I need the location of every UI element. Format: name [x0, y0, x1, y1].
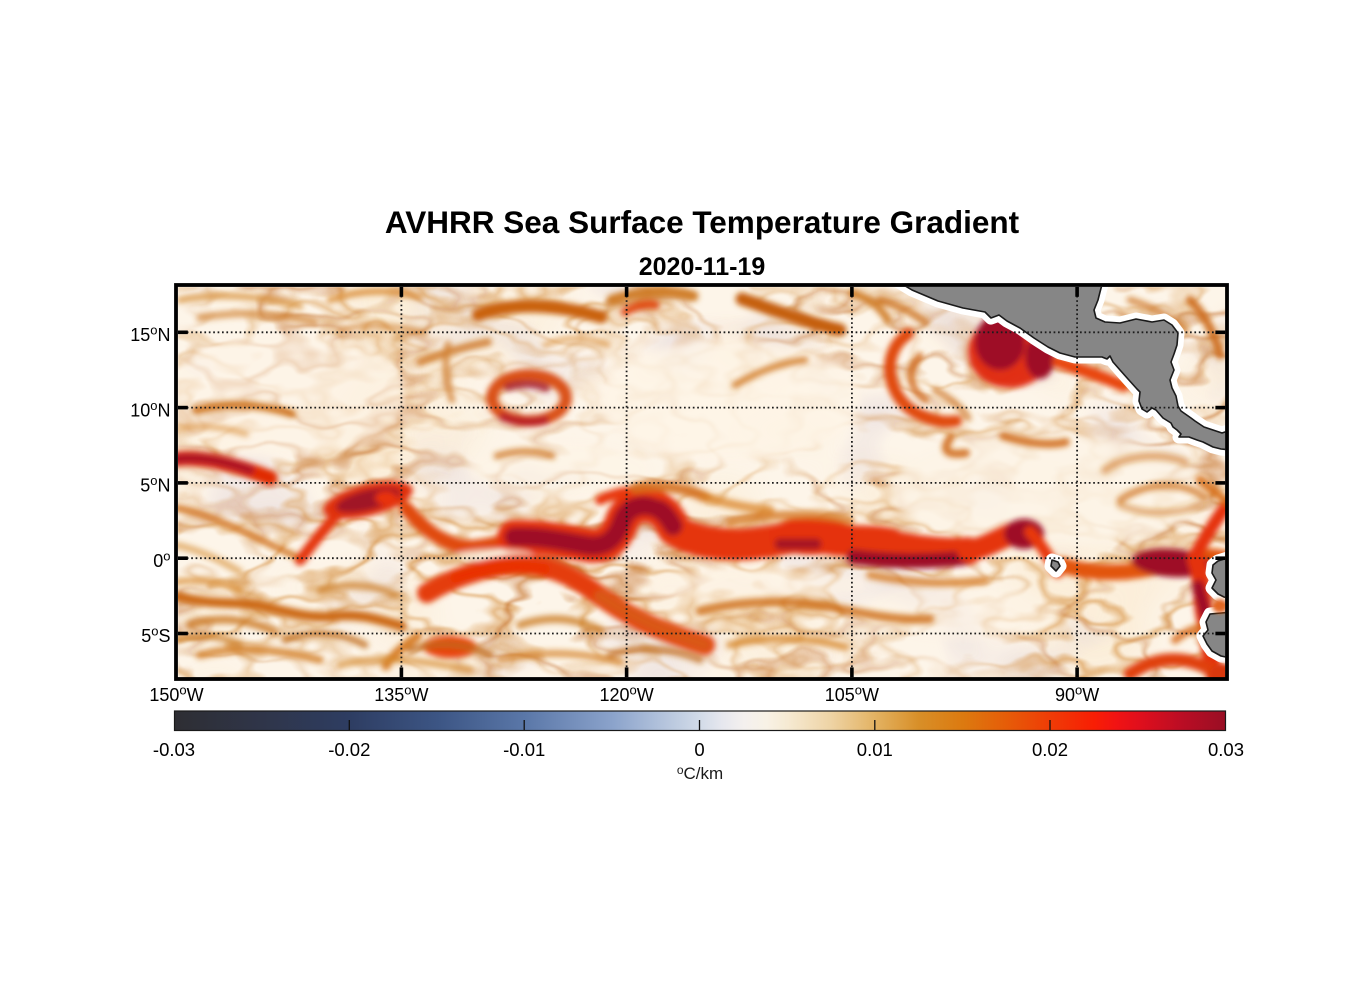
svg-text:2020-11-19: 2020-11-19 — [639, 253, 766, 281]
svg-text:90oW: 90oW — [1055, 683, 1099, 706]
svg-text:0.01: 0.01 — [857, 739, 893, 760]
svg-text:150oW: 150oW — [149, 683, 203, 706]
svg-text:10oN: 10oN — [130, 398, 170, 421]
svg-text:105oW: 105oW — [825, 683, 879, 706]
svg-text:-0.01: -0.01 — [503, 739, 545, 760]
svg-text:AVHRR Sea Surface Temperature: AVHRR Sea Surface Temperature Gradient — [385, 204, 1020, 240]
svg-text:120oW: 120oW — [599, 683, 653, 706]
svg-text:15oN: 15oN — [130, 323, 170, 346]
svg-text:5oS: 5oS — [141, 624, 170, 647]
svg-text:5oN: 5oN — [140, 473, 170, 496]
svg-text:-0.03: -0.03 — [153, 739, 195, 760]
svg-text:oC/km: oC/km — [677, 763, 723, 783]
svg-text:0: 0 — [694, 739, 704, 760]
svg-text:-0.02: -0.02 — [328, 739, 370, 760]
svg-text:0.02: 0.02 — [1032, 739, 1068, 760]
svg-text:135oW: 135oW — [374, 683, 428, 706]
svg-text:0.03: 0.03 — [1208, 739, 1244, 760]
